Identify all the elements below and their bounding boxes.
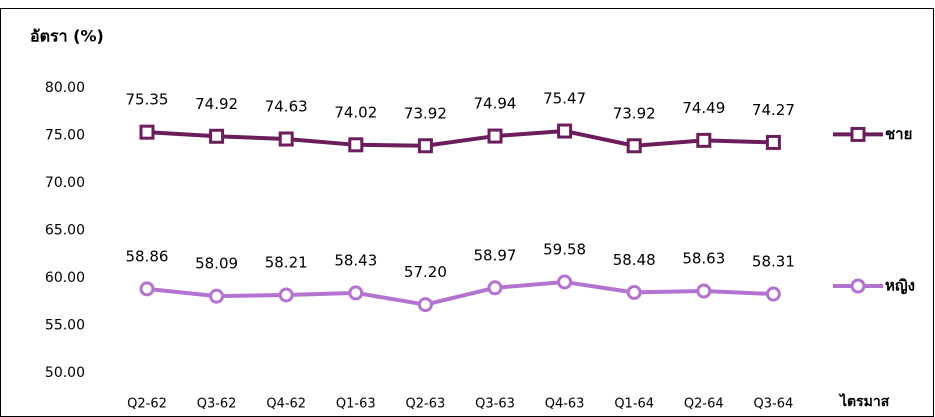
data-label: 74.49 — [682, 99, 725, 117]
marker — [417, 138, 433, 154]
marker — [696, 132, 712, 148]
marker — [348, 285, 364, 301]
y-tick-label: 50.00 — [45, 365, 85, 381]
marker — [139, 124, 155, 140]
x-tick-label: Q2-64 — [684, 397, 724, 412]
data-label: 74.27 — [752, 101, 795, 119]
data-label: 75.35 — [126, 91, 169, 109]
data-label: 59.58 — [543, 240, 586, 258]
marker — [626, 138, 642, 154]
marker — [487, 280, 503, 296]
x-tick-label: Q4-62 — [266, 397, 306, 412]
x-tick-label: Q3-62 — [197, 397, 237, 412]
data-label: 75.47 — [543, 90, 586, 108]
marker — [417, 297, 433, 313]
y-tick-label: 60.00 — [45, 270, 85, 286]
frame — [0, 8, 934, 417]
x-axis-title: ไตรมาส — [838, 392, 890, 410]
data-label: 58.43 — [334, 251, 377, 269]
marker — [278, 131, 294, 147]
data-label: 58.09 — [195, 255, 238, 273]
marker — [348, 137, 364, 153]
marker — [139, 281, 155, 297]
data-label: 74.92 — [195, 95, 238, 113]
marker — [209, 128, 225, 144]
x-tick-label: Q2-63 — [406, 397, 446, 412]
data-label: 58.21 — [265, 254, 308, 272]
x-tick-label: Q4-63 — [545, 397, 585, 412]
x-tick-label: Q3-63 — [475, 397, 515, 412]
data-label: 58.97 — [474, 246, 517, 264]
y-tick-label: 75.00 — [45, 128, 85, 144]
data-label: 74.02 — [334, 103, 377, 121]
y-tick-label: 65.00 — [45, 223, 85, 239]
data-label: 74.63 — [265, 98, 308, 116]
data-label: 58.48 — [613, 251, 656, 269]
data-label: 57.20 — [404, 263, 447, 281]
series-line — [146, 279, 774, 307]
x-tick-label: Q1-63 — [336, 397, 376, 412]
x-tick-label: Q2-62 — [127, 397, 167, 412]
legend-marker — [850, 126, 866, 142]
marker — [765, 134, 781, 150]
data-label: 73.92 — [613, 104, 656, 122]
x-tick-label: Q3-64 — [754, 397, 794, 412]
legend-marker — [850, 278, 866, 294]
marker — [765, 286, 781, 302]
y-tick-label: 80.00 — [45, 80, 85, 96]
legend-label: หญิง — [885, 277, 915, 295]
marker — [626, 284, 642, 300]
marker — [209, 288, 225, 304]
marker — [696, 283, 712, 299]
data-label: 58.31 — [752, 253, 795, 271]
marker — [557, 274, 573, 290]
marker — [487, 128, 503, 144]
series-line — [146, 129, 774, 148]
data-label: 74.94 — [474, 95, 517, 113]
data-label: 73.92 — [404, 104, 447, 122]
marker — [557, 123, 573, 139]
y-axis-title: อัตรา (%) — [30, 27, 104, 46]
marker — [278, 287, 294, 303]
legend-label: ชาย — [885, 125, 912, 143]
data-label: 58.86 — [126, 247, 169, 265]
x-tick-label: Q1-64 — [614, 397, 654, 412]
data-label: 58.63 — [682, 250, 725, 268]
y-tick-label: 55.00 — [45, 318, 85, 334]
y-tick-label: 70.00 — [45, 175, 85, 191]
